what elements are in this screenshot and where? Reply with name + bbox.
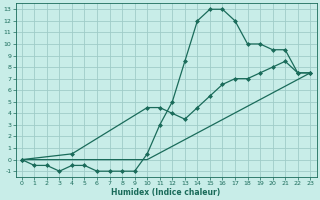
X-axis label: Humidex (Indice chaleur): Humidex (Indice chaleur)	[111, 188, 221, 197]
